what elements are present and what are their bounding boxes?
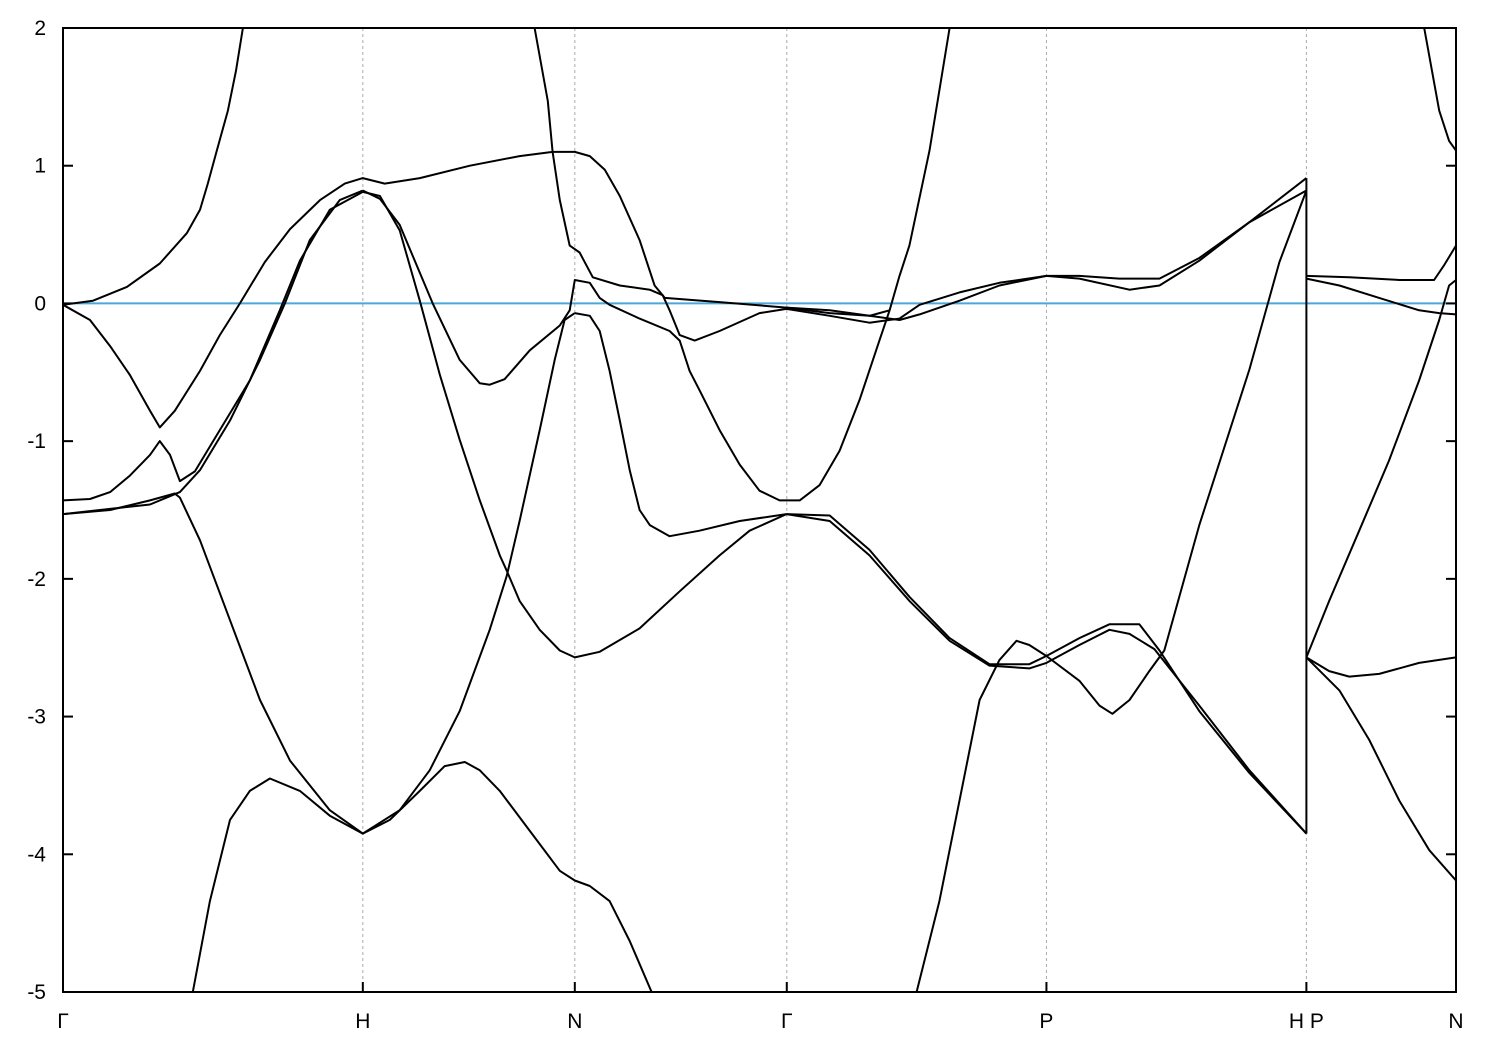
- band-line: [63, 492, 364, 835]
- y-tick-label: -4: [27, 843, 46, 866]
- y-tick-label: -3: [27, 706, 46, 729]
- band-line: [63, 189, 364, 516]
- x-tick-label: P: [1039, 1010, 1053, 1033]
- x-tick-label: Γ: [781, 1010, 793, 1033]
- y-tick-label: -1: [27, 430, 46, 453]
- y-tick-label: 1: [34, 155, 46, 178]
- band-line: [1305, 279, 1456, 658]
- plot-frame: [62, 27, 1457, 993]
- x-tick-label: Γ: [57, 1010, 69, 1033]
- y-tick-label: 2: [34, 17, 46, 40]
- x-tick-label: H P: [1289, 1010, 1324, 1033]
- band-line: [1306, 245, 1456, 281]
- y-tick-label: -2: [27, 568, 46, 591]
- y-tick-label: 0: [34, 292, 46, 315]
- bands: [63, 28, 1456, 992]
- band-line: [63, 150, 890, 429]
- band-line: [574, 312, 787, 538]
- band-line: [362, 190, 787, 659]
- band-line: [1305, 656, 1456, 678]
- y-axis: -5 -4 -3 -2 -1 0 1 2: [27, 17, 1456, 1004]
- y-tick-label: -5: [27, 981, 46, 1004]
- band-line: [1305, 656, 1456, 882]
- x-tick-label: H: [355, 1010, 370, 1033]
- band-line: [1306, 277, 1456, 316]
- band-line: [1423, 28, 1456, 152]
- band-line: [63, 191, 364, 502]
- band-line: [362, 28, 951, 502]
- x-tick-label: N: [567, 1010, 582, 1033]
- band-line: [63, 28, 244, 306]
- band-line: [915, 190, 1308, 992]
- band-line: [533, 28, 1308, 342]
- band-line: [786, 189, 1307, 321]
- band-line: [362, 312, 576, 835]
- x-tick-label: N: [1448, 1010, 1463, 1033]
- band-line: [191, 761, 653, 992]
- grid-lines: [362, 28, 1307, 992]
